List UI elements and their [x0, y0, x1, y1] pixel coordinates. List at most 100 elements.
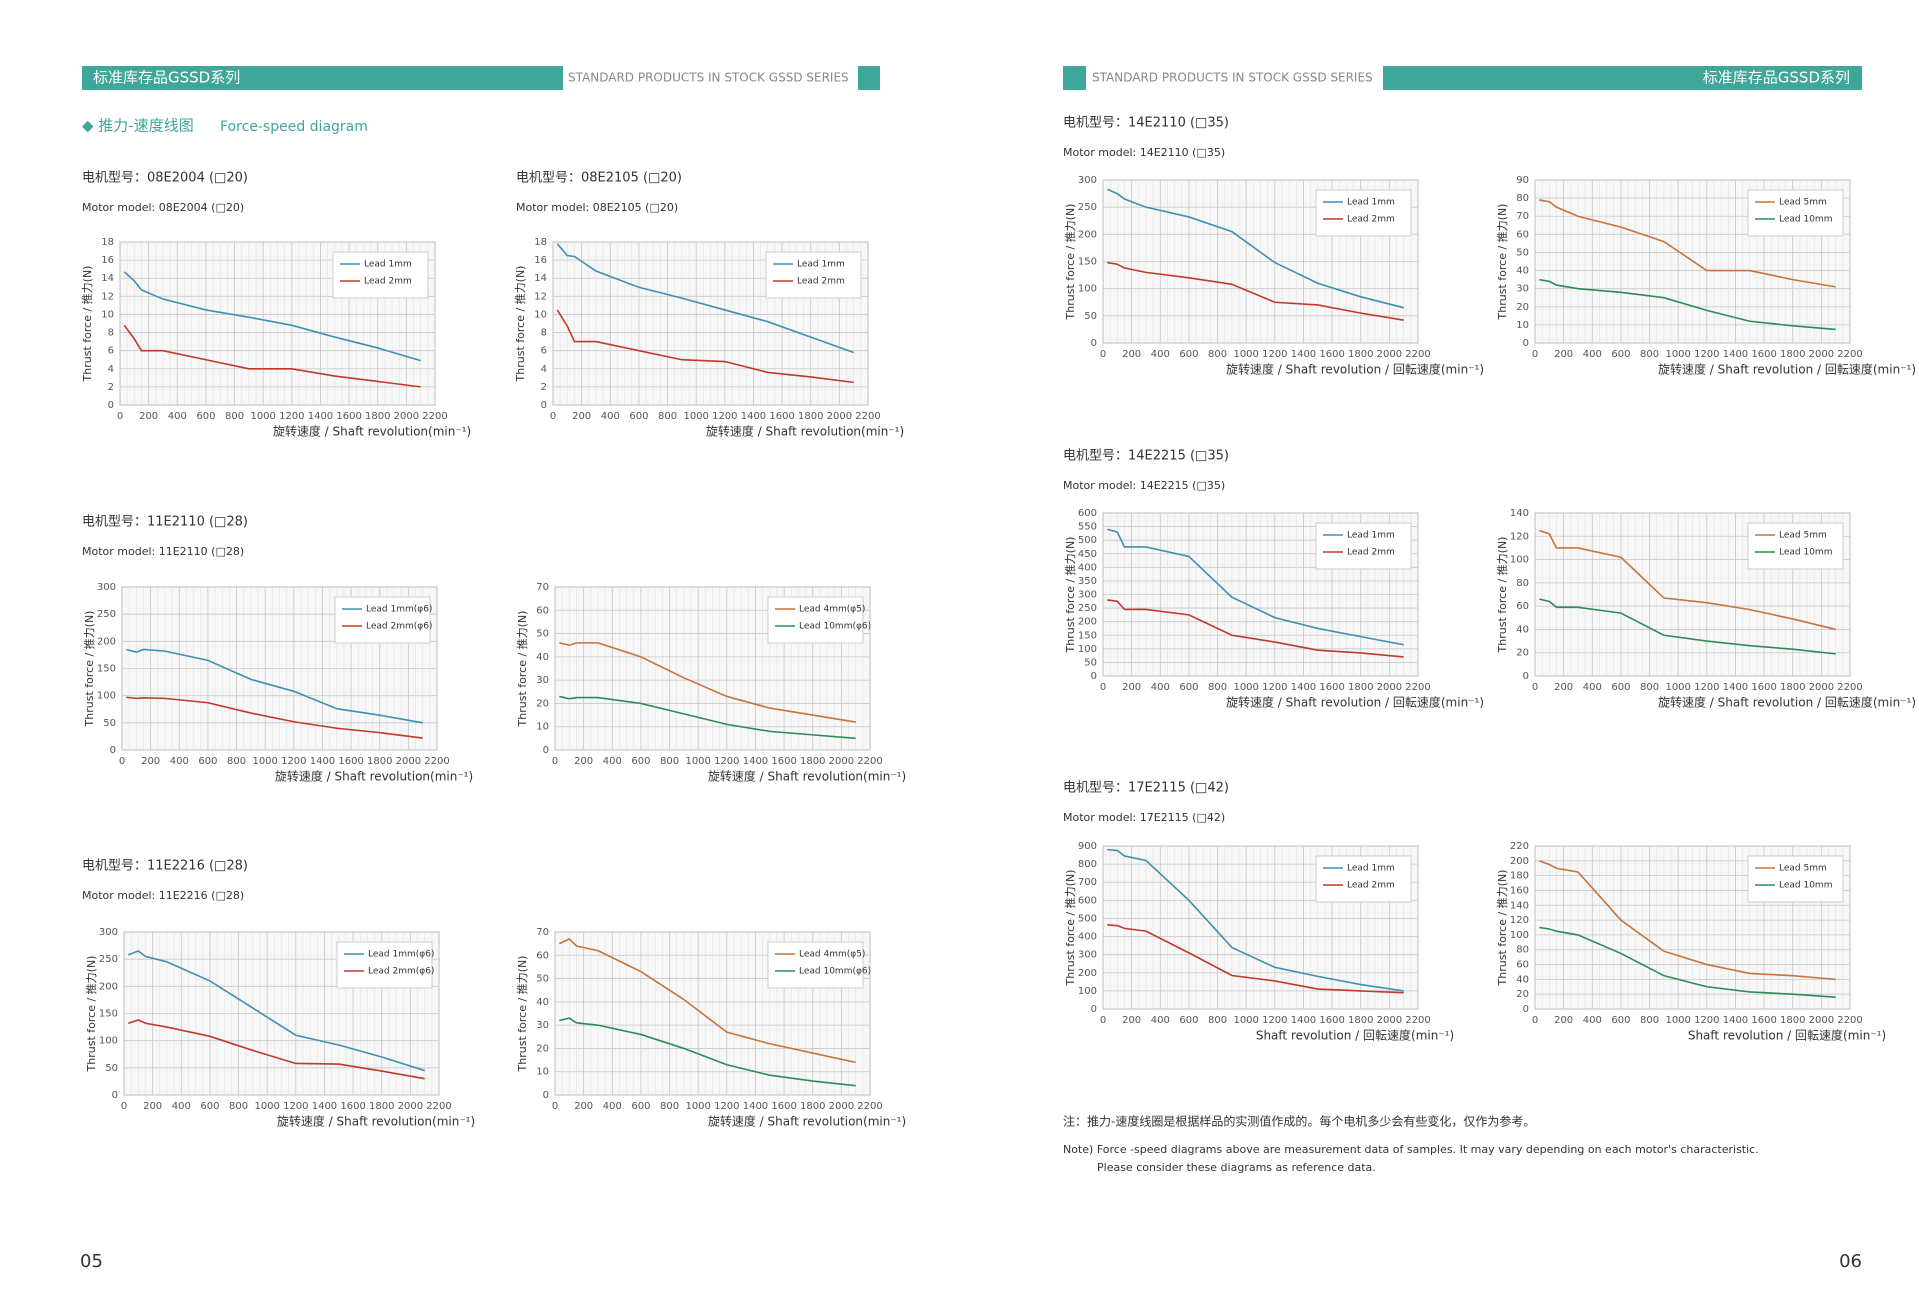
x-tick-label: 0	[552, 756, 558, 767]
y-tick-label: 60	[1516, 601, 1529, 612]
x-tick-label: 2200	[1405, 682, 1430, 693]
y-axis-label: Thrust force / 推力(N)	[1495, 870, 1509, 987]
y-axis-label: Thrust force / 推力(N)	[1063, 870, 1077, 987]
x-tick-label: 1200	[712, 411, 737, 422]
y-tick-label: 10	[1516, 320, 1529, 331]
model-cn: 电机型号：14E2110 (□35)	[1063, 116, 1229, 131]
series-line	[559, 695, 856, 740]
y-tick-label: 10	[534, 309, 547, 320]
y-tick-label: 300	[97, 582, 116, 593]
x-tick-label: 2000	[829, 756, 854, 767]
series-line	[1107, 848, 1404, 992]
header-square	[1063, 66, 1086, 90]
x-tick-label: 600	[631, 756, 650, 767]
y-tick-label: 70	[536, 582, 549, 593]
y-tick-label: 100	[1510, 930, 1529, 941]
series-line	[556, 243, 854, 354]
x-tick-label: 800	[1208, 1015, 1227, 1026]
y-tick-label: 6	[108, 346, 114, 357]
x-tick-label: 1200	[279, 411, 304, 422]
x-tick-label: 1200	[1262, 349, 1287, 360]
series-line	[128, 1019, 425, 1080]
x-axis-label: 旋转速度 / Shaft revolution / 回転速度(min⁻¹)	[1658, 362, 1916, 377]
y-tick-label: 0	[1523, 671, 1529, 682]
section-title: ◆ 推力-速度线图	[82, 117, 194, 135]
x-tick-label: 400	[1151, 682, 1170, 693]
legend-label: Lead 2mm	[1347, 548, 1395, 558]
y-tick-label: 8	[108, 328, 114, 339]
model-en: Motor model: 11E2110 (□28)	[82, 545, 244, 558]
y-axis-label: Thrust force / 推力(N)	[1495, 537, 1509, 654]
y-tick-label: 30	[536, 675, 549, 686]
y-tick-label: 60	[536, 605, 549, 616]
note-en: Please consider these diagrams as refere…	[1097, 1161, 1376, 1174]
x-tick-label: 1000	[250, 411, 275, 422]
x-tick-label: 0	[1100, 349, 1106, 360]
x-tick-label: 1200	[1262, 682, 1287, 693]
x-tick-label: 200	[143, 1101, 162, 1112]
legend-label: Lead 1mm	[797, 260, 845, 270]
model-en: Motor model: 08E2004 (□20)	[82, 201, 244, 214]
legend-box	[1747, 189, 1844, 237]
x-axis-label: 旋转速度 / Shaft revolution(min⁻¹)	[275, 769, 473, 784]
x-tick-label: 1400	[1291, 682, 1316, 693]
x-tick-label: 600	[200, 1101, 219, 1112]
y-tick-label: 0	[1091, 1004, 1097, 1015]
x-tick-label: 2000	[394, 411, 419, 422]
x-tick-label: 0	[1532, 1015, 1538, 1026]
y-tick-label: 0	[1523, 338, 1529, 349]
x-tick-label: 1800	[800, 756, 825, 767]
page-number: 05	[80, 1251, 103, 1272]
y-tick-label: 300	[99, 927, 118, 938]
header-subtitle: STANDARD PRODUCTS IN STOCK GSSD SERIES	[1092, 71, 1373, 85]
y-tick-label: 14	[534, 273, 547, 284]
legend-box	[765, 251, 862, 299]
y-tick-label: 20	[1516, 648, 1529, 659]
x-tick-label: 0	[121, 1101, 127, 1112]
x-tick-label: 1800	[369, 1101, 394, 1112]
y-axis-label: Thrust force / 推力(N)	[513, 266, 527, 383]
x-tick-label: 2000	[1377, 682, 1402, 693]
x-tick-label: 1400	[1723, 682, 1748, 693]
x-tick-label: 1800	[798, 411, 823, 422]
x-tick-label: 200	[572, 411, 591, 422]
x-tick-label: 200	[574, 1101, 593, 1112]
x-tick-label: 400	[1583, 349, 1602, 360]
y-tick-label: 220	[1510, 841, 1529, 852]
y-tick-label: 80	[1516, 578, 1529, 589]
x-tick-label: 200	[1122, 349, 1141, 360]
x-axis-label: 旋转速度 / Shaft revolution(min⁻¹)	[273, 424, 471, 439]
y-tick-label: 50	[1084, 657, 1097, 668]
y-tick-label: 100	[1078, 644, 1097, 655]
x-tick-label: 800	[660, 1101, 679, 1112]
series-line	[1107, 261, 1404, 321]
model-en: Motor model: 17E2115 (□42)	[1063, 811, 1225, 824]
y-tick-label: 80	[1516, 193, 1529, 204]
x-tick-label: 1200	[281, 756, 306, 767]
x-tick-label: 1200	[714, 1101, 739, 1112]
y-tick-label: 60	[1516, 960, 1529, 971]
y-tick-label: 50	[536, 974, 549, 985]
legend-box	[1315, 522, 1412, 570]
y-tick-label: 30	[536, 1020, 549, 1031]
x-tick-label: 2200	[1837, 682, 1862, 693]
y-tick-label: 200	[1078, 229, 1097, 240]
series-line	[128, 950, 425, 1072]
model-en: Motor model: 08E2105 (□20)	[516, 201, 678, 214]
x-tick-label: 1000	[685, 1101, 710, 1112]
legend-label: Lead 2mm	[797, 277, 845, 287]
x-tick-label: 2200	[422, 411, 447, 422]
x-tick-label: 1800	[1348, 682, 1373, 693]
y-tick-label: 50	[536, 629, 549, 640]
x-tick-label: 1000	[1665, 1015, 1690, 1026]
y-tick-label: 550	[1078, 522, 1097, 533]
x-tick-label: 0	[552, 1101, 558, 1112]
y-tick-label: 60	[536, 950, 549, 961]
y-tick-label: 18	[534, 237, 547, 248]
x-tick-label: 400	[1151, 349, 1170, 360]
y-axis-label: Thrust force / 推力(N)	[82, 611, 96, 728]
x-tick-label: 1400	[1291, 349, 1316, 360]
y-tick-label: 60	[1516, 229, 1529, 240]
header-bar	[1383, 66, 1862, 90]
x-tick-label: 800	[227, 756, 246, 767]
